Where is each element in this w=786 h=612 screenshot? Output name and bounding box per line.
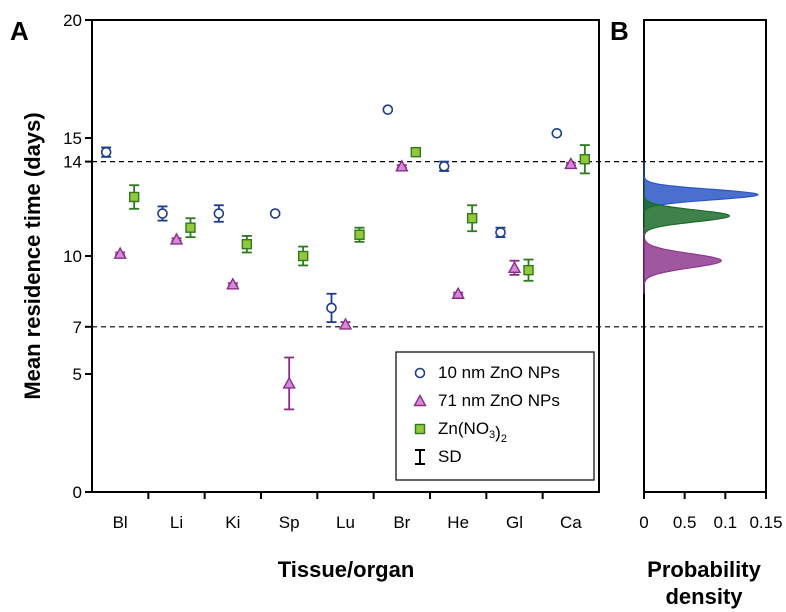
x-tick-label: Lu [336, 513, 355, 532]
marker-10nm [551, 127, 563, 139]
density-x-tick-label: 0.15 [749, 513, 782, 532]
legend-label: SD [438, 447, 462, 466]
marker-zn-nitrate [579, 154, 591, 165]
x-tick-label: Sp [279, 513, 300, 532]
panel-a-letter: A [10, 16, 29, 46]
data-markers [100, 104, 591, 411]
density-curves [643, 161, 759, 294]
x-axis-ticks: Bl Li Ki Sp Lu Br He Gl Ca [113, 492, 582, 532]
legend-label: Zn(NO3)2 [438, 419, 507, 445]
marker-71nm [507, 260, 522, 273]
marker-zn-nitrate [297, 250, 309, 262]
marker-zn-nitrate [523, 264, 534, 276]
marker-71nm [395, 159, 409, 172]
density-x-tick-label: 0 [639, 513, 648, 532]
density-axis-title-line1: Probability [647, 557, 761, 582]
marker-10nm [100, 146, 112, 158]
density-axis-ticks: 0 0.5 0.1 0.15 [639, 492, 783, 532]
legend-label: 10 nm ZnO NPs [438, 363, 560, 382]
x-tick-label: Bl [113, 513, 128, 532]
x-tick-label: Ki [225, 513, 240, 532]
y-tick-label: 10 [63, 247, 82, 266]
y-tick-label: 0 [73, 483, 82, 502]
x-tick-label: Gl [506, 513, 523, 532]
legend: 10 nm ZnO NPs 71 nm ZnO NPs Zn(NO3)2 SD [395, 351, 595, 481]
y-tick-label: 5 [73, 365, 82, 384]
legend-box [395, 351, 595, 481]
reference-lines [92, 161, 766, 328]
density-curve [643, 227, 722, 294]
marker-zn-nitrate [410, 146, 422, 158]
marker-71nm [451, 286, 465, 299]
marker-zn-nitrate [241, 238, 253, 250]
marker-71nm [282, 376, 296, 389]
marker-10nm [157, 208, 168, 219]
marker-71nm [413, 394, 427, 407]
marker-71nm [226, 277, 240, 290]
marker-71nm [564, 157, 578, 170]
density-x-tick-label: 0.5 [673, 513, 697, 532]
marker-10nm [269, 208, 281, 219]
marker-10nm [382, 104, 394, 115]
y-axis-title: Mean residence time (days) [20, 112, 45, 399]
x-tick-label: He [447, 513, 469, 532]
marker-10nm [326, 302, 337, 314]
panel-b-letter: B [610, 16, 629, 46]
y-tick-label: 20 [63, 11, 82, 30]
y-tick-label: 7 [73, 318, 82, 337]
x-tick-label: Li [170, 513, 183, 532]
y-axis-ticks: 0 5 7 10 14 15 20 [63, 11, 92, 502]
x-axis-title: Tissue/organ [278, 557, 415, 582]
density-axis-title-line2: density [665, 584, 743, 609]
marker-zn-nitrate [354, 229, 365, 240]
marker-71nm [169, 232, 184, 245]
x-tick-label: Ca [560, 513, 582, 532]
density-x-tick-label: 0.1 [714, 513, 738, 532]
marker-10nm [414, 367, 426, 379]
marker-71nm [113, 246, 127, 259]
y-tick-label: 14 [63, 153, 82, 172]
x-tick-label: Br [393, 513, 410, 532]
marker-10nm [438, 161, 450, 172]
marker-10nm [495, 227, 506, 238]
marker-zn-nitrate [128, 191, 140, 203]
marker-10nm [213, 208, 225, 219]
marker-71nm [338, 317, 353, 330]
marker-zn-nitrate [185, 222, 196, 233]
legend-label: 71 nm ZnO NPs [438, 391, 560, 410]
marker-zn-nitrate [466, 213, 478, 224]
y-tick-label: 15 [63, 129, 82, 148]
marker-zn-nitrate [414, 423, 426, 435]
